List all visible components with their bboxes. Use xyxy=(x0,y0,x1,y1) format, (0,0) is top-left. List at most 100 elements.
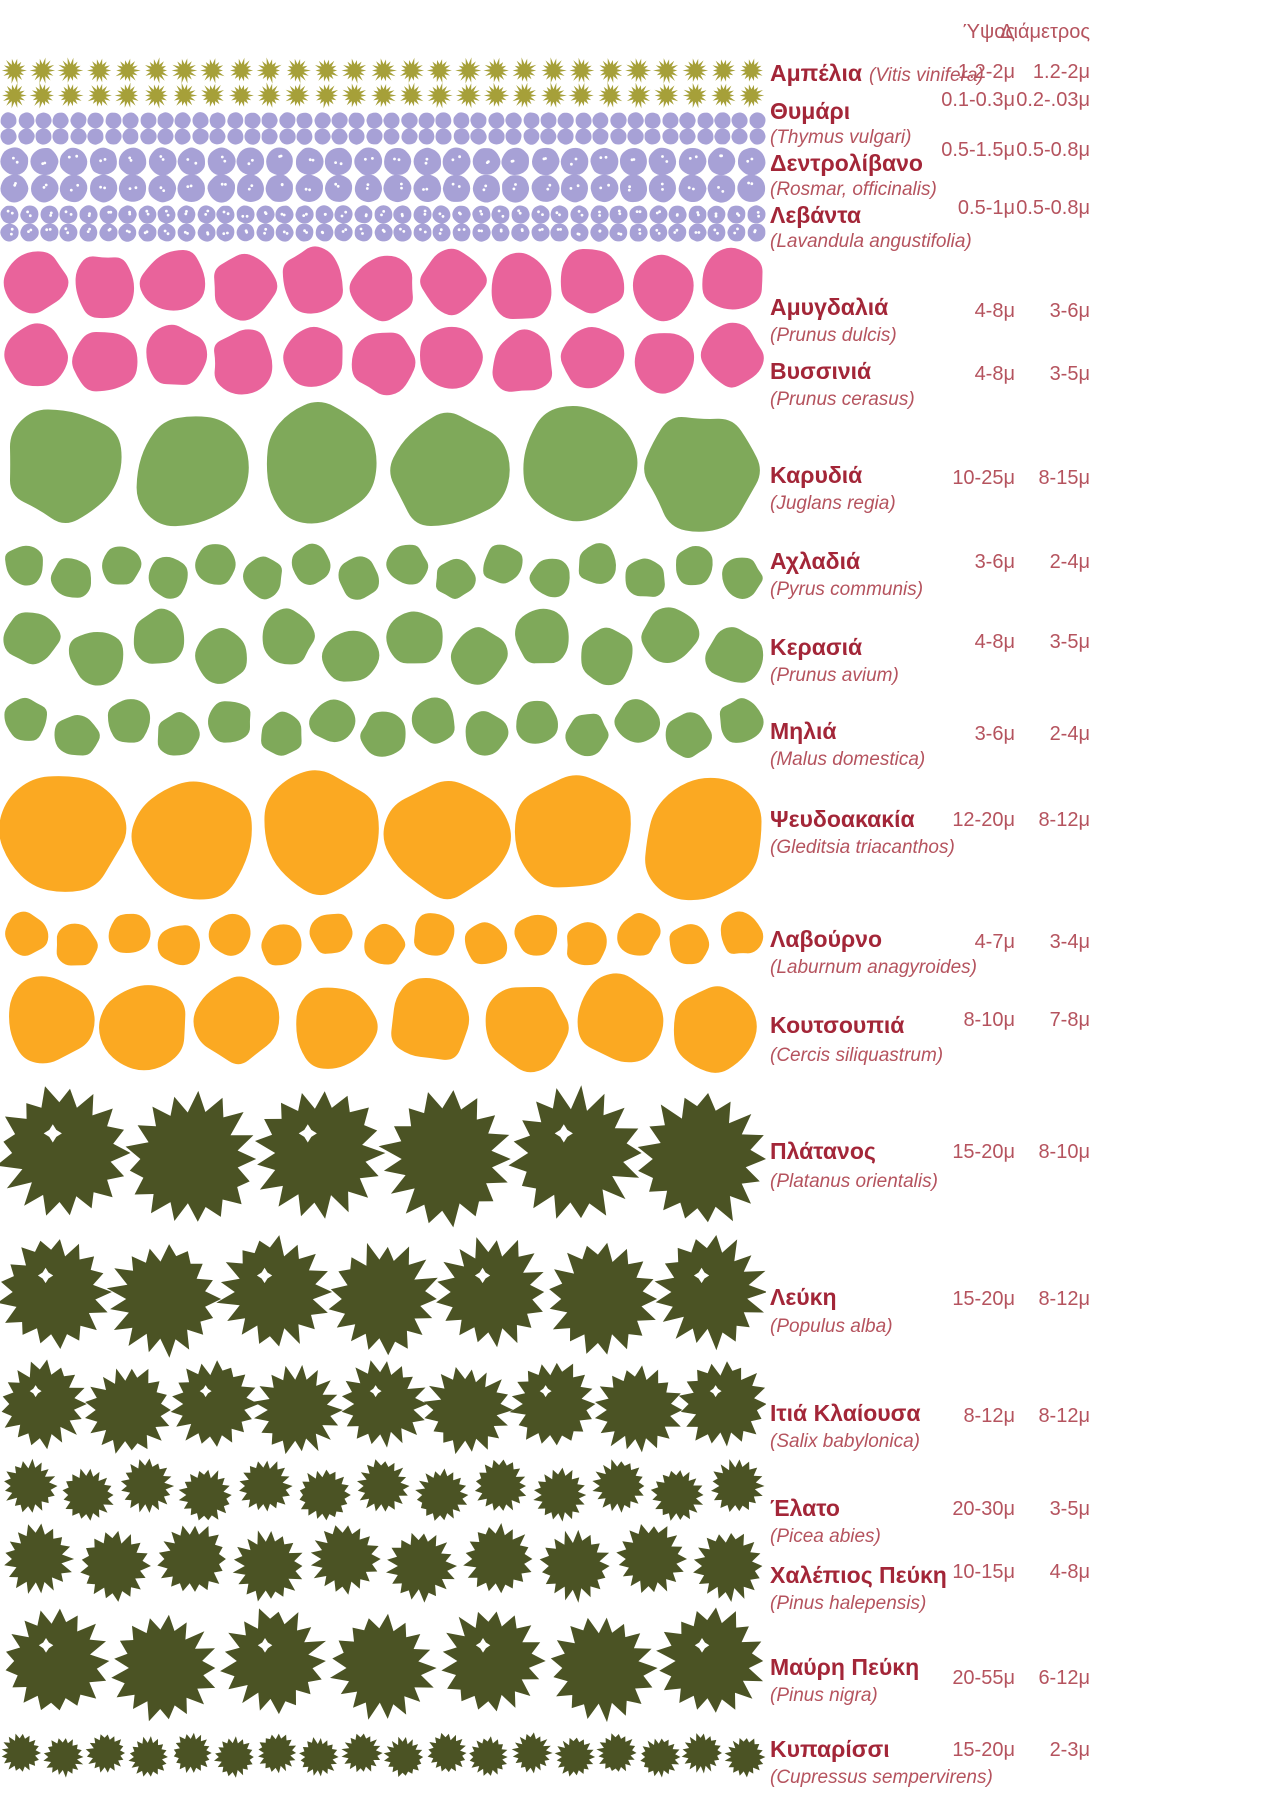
canopy-blob-elato xyxy=(62,1468,114,1521)
canopy-blob-mavri-pefki xyxy=(656,1607,764,1713)
canopy-blob-itia xyxy=(84,1368,171,1454)
height-value-chalepios: 10-15μ xyxy=(952,1561,1015,1583)
canopy-blob-amygdalia xyxy=(702,247,763,310)
diameter-value-milia: 2-4μ xyxy=(1049,723,1090,745)
canopy-blob-ampelia xyxy=(426,82,453,109)
canopy-blob-dentrolivano xyxy=(502,174,530,203)
canopy-blob-thymari xyxy=(453,112,470,129)
species-name-text: Ψευδοακακία xyxy=(770,806,915,832)
canopy-blob-ampelia xyxy=(201,83,225,107)
canopy-blob-thymari xyxy=(714,112,731,129)
canopy-blob-ampelia xyxy=(1,82,27,108)
canopy-blob-thymari xyxy=(505,128,522,145)
canopy-blob-levanta xyxy=(550,205,569,224)
canopy-blob-itia xyxy=(170,1360,259,1447)
diameter-value-elato: 3-5μ xyxy=(1049,1498,1090,1520)
canopy-row-dentrolivano xyxy=(0,147,766,203)
canopy-blob-dentrolivano xyxy=(0,147,29,176)
canopy-blob-ampelia xyxy=(569,57,595,83)
canopy-blob-thymari xyxy=(87,128,104,145)
canopy-blob-kyparissi xyxy=(341,1733,383,1773)
canopy-blob-kerasia xyxy=(68,631,124,686)
canopy-blob-karydia xyxy=(390,412,510,526)
canopy-blob-dentrolivano xyxy=(501,147,530,175)
canopy-blob-ampelia xyxy=(287,58,312,84)
diameter-value-platanos: 8-10μ xyxy=(1038,1141,1090,1163)
canopy-blob-milia xyxy=(465,711,509,756)
canopy-blob-thymari xyxy=(122,127,139,144)
canopy-blob-thymari xyxy=(400,112,418,129)
canopy-blob-milia xyxy=(3,697,47,741)
species-name-itia: Ιτιά Κλαίουσα xyxy=(770,1400,921,1426)
canopy-blob-ampelia xyxy=(483,82,510,107)
canopy-blob-ampelia xyxy=(711,59,736,83)
species-name-elato: Έλατο xyxy=(770,1495,840,1521)
canopy-blob-platanos xyxy=(637,1092,766,1222)
canopy-canvas xyxy=(0,57,766,1778)
canopy-blob-ampelia xyxy=(624,58,652,83)
canopy-blob-ampelia xyxy=(341,58,367,84)
species-name-mavri-pefki: Μαύρη Πεύκη xyxy=(770,1654,919,1680)
canopy-blob-thymari xyxy=(488,128,505,145)
diameter-column-header: Διάμετρος xyxy=(1000,21,1090,43)
canopy-row-karydia xyxy=(0,398,766,532)
canopy-blob-amygdalia xyxy=(213,253,277,321)
canopy-blob-thymari xyxy=(261,128,278,145)
canopy-blob-achladia xyxy=(529,558,570,598)
canopy-blob-amygdalia xyxy=(632,254,694,322)
canopy-blob-levanta xyxy=(236,223,255,241)
canopy-blob-karydia xyxy=(136,415,249,526)
canopy-blob-levanta xyxy=(256,222,274,241)
diameter-value-thymari: 0.2-.03μ xyxy=(1016,89,1090,111)
canopy-blob-levanta xyxy=(138,205,157,224)
height-value-amygdalia: 4-8μ xyxy=(974,300,1015,322)
canopy-blob-vyssinia xyxy=(71,331,137,392)
canopy-blob-kyparissi xyxy=(384,1736,424,1778)
canopy-blob-levanta xyxy=(20,223,39,241)
canopy-blob-ampelia xyxy=(257,82,281,108)
canopy-blob-levanta xyxy=(393,222,412,242)
canopy-blob-amygdalia xyxy=(419,248,487,316)
canopy-blob-thymari xyxy=(714,128,731,144)
canopy-blob-elato xyxy=(299,1469,351,1521)
canopy-blob-dentrolivano xyxy=(413,174,441,202)
canopy-blob-levanta xyxy=(334,205,353,224)
canopy-blob-levanta xyxy=(315,205,334,224)
canopy-row-mavri-pefki xyxy=(0,1605,766,1722)
species-name-ampelia: Αμπέλια (Vitis vinifera) xyxy=(770,60,984,89)
canopy-blob-dentrolivano xyxy=(148,147,177,176)
height-value-milia: 3-6μ xyxy=(974,723,1015,745)
canopy-blob-thymari xyxy=(644,128,661,145)
canopy-blob-levanta xyxy=(629,205,648,224)
canopy-blob-levanta xyxy=(589,222,609,242)
canopy-blob-thymari xyxy=(453,128,470,145)
canopy-row-koutsoupia xyxy=(0,970,766,1073)
canopy-blob-ampelia xyxy=(740,58,764,82)
canopy-blob-kyparissi xyxy=(214,1736,254,1778)
canopy-blob-levanta xyxy=(393,205,412,224)
canopy-blob-levanta xyxy=(138,222,157,241)
canopy-blob-mavri-pefki xyxy=(441,1611,547,1712)
canopy-blob-milia xyxy=(360,711,406,757)
canopy-blob-thymari xyxy=(366,112,383,129)
canopy-blob-koutsoupia xyxy=(98,984,185,1071)
canopy-blob-ampelia xyxy=(711,83,736,108)
canopy-blob-thymari xyxy=(0,128,17,145)
canopy-blob-levanta xyxy=(570,223,589,242)
canopy-blob-milia xyxy=(309,699,356,743)
species-name-achladia: Αχλαδιά xyxy=(770,548,860,574)
species-latin-name-thymari: (Thymus vulgari) xyxy=(770,127,912,148)
canopy-blob-chalepios xyxy=(386,1533,458,1603)
height-value-ampelia: 1.2-2μ xyxy=(957,61,1015,83)
canopy-blob-mavri-pefki xyxy=(330,1613,437,1720)
canopy-blob-levanta xyxy=(531,205,550,224)
canopy-blob-thymari xyxy=(435,128,452,145)
canopy-blob-dentrolivano xyxy=(442,147,471,176)
canopy-blob-ampelia xyxy=(29,82,55,109)
canopy-blob-milia xyxy=(719,698,764,743)
species-name-psevdoakakia: Ψευδοακακία xyxy=(770,806,915,832)
height-value-platanos: 15-20μ xyxy=(952,1141,1015,1163)
canopy-blob-ampelia xyxy=(285,82,311,107)
canopy-blob-milia xyxy=(157,711,200,756)
canopy-blob-lefki xyxy=(106,1244,222,1358)
